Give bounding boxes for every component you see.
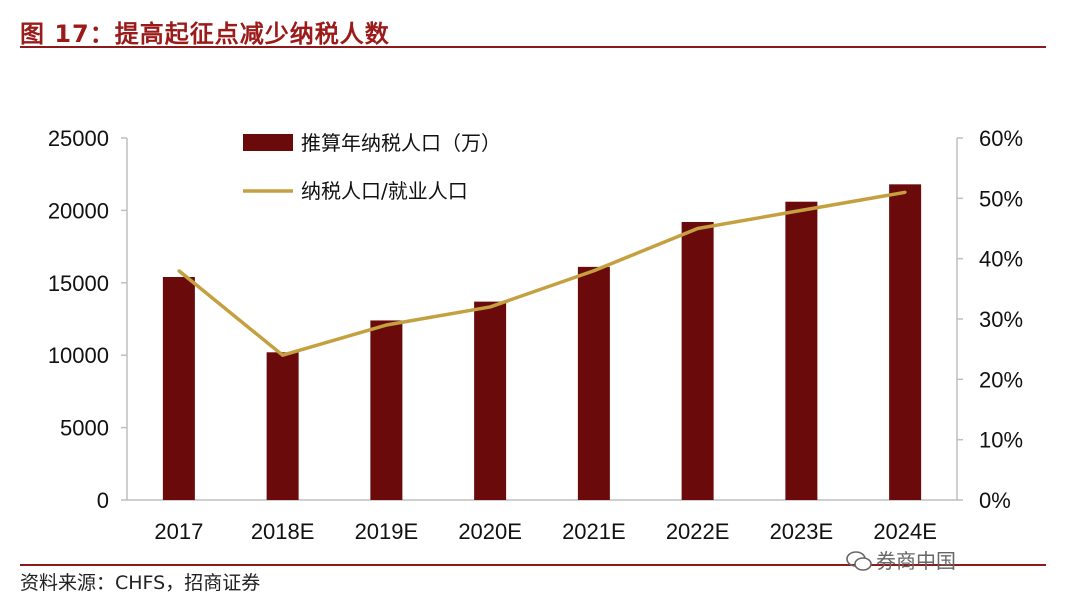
x-axis: 2017 2018E 2019E 2020E 2021E 2022E 2023E 2024E [127,499,957,544]
right-axis: 0% 10% 20% 30% 40% 50% 60% [956,126,1023,513]
bar [474,301,507,500]
title-divider [20,46,1046,48]
x-tick-label: 2022E [666,519,730,544]
legend-label-bar: 推算年纳税人口（万） [301,131,501,155]
x-tick-label: 2021E [562,519,626,544]
right-tick-label: 30% [979,307,1023,332]
left-axis: 0 5000 10000 15000 20000 25000 [48,126,128,513]
line-point [177,269,181,273]
bar [162,277,195,500]
watermark-text: 券商中国 [876,549,956,573]
right-tick-label: 10% [979,428,1023,453]
left-tick-label: 15000 [48,271,109,296]
line-path [177,190,906,357]
left-tick-label: 10000 [48,343,109,368]
line-series [177,190,907,357]
line-point [384,323,388,327]
x-tick-label: 2017 [154,519,203,544]
bar [889,184,922,500]
legend-label-line: 纳税人口/就业人口 [301,179,468,203]
bar [577,266,610,500]
legend-swatch-bar [243,134,293,151]
figure-title: 图 17：提高起征点减少纳税人数 [20,20,390,48]
bar [266,352,299,500]
bar [370,320,403,500]
right-tick-label: 20% [979,367,1023,392]
line-point [488,305,492,309]
line-point [696,227,700,230]
line-point [592,269,596,273]
right-tick-label: 0% [979,488,1011,513]
watermark: 券商中国 [846,545,956,574]
right-tick-label: 50% [979,186,1023,211]
bar-series [162,184,922,500]
x-tick-label: 2018E [251,519,315,544]
line-point [799,208,803,212]
left-tick-label: 5000 [60,416,109,441]
footer-divider [20,564,1046,566]
bar [681,221,714,500]
left-tick-label: 0 [97,488,109,513]
x-tick-label: 2020E [458,519,522,544]
left-tick-label: 25000 [48,126,109,151]
x-tick-label: 2023E [770,519,834,544]
left-tick-label: 20000 [48,198,109,223]
line-point [281,353,285,357]
x-tick-label: 2019E [355,519,419,544]
right-tick-label: 60% [979,126,1023,151]
legend: 推算年纳税人口（万） 纳税人口/就业人口 [243,131,501,203]
source-note: 资料来源：CHFS，招商证券 [20,572,261,594]
line-point [903,190,907,194]
right-tick-label: 40% [979,247,1023,272]
wechat-icon [846,551,872,571]
x-tick-label: 2024E [873,519,937,544]
bar [785,201,818,500]
